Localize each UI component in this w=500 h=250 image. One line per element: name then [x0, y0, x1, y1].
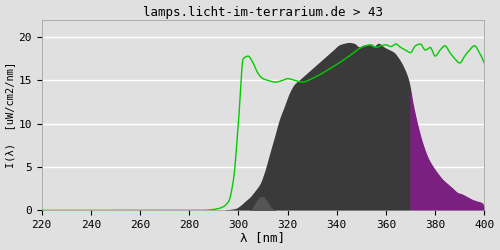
- Title: lamps.licht-im-terrarium.de > 43: lamps.licht-im-terrarium.de > 43: [143, 6, 383, 18]
- X-axis label: λ [nm]: λ [nm]: [240, 232, 286, 244]
- Y-axis label: I(λ)  [uW/cm2/nm]: I(λ) [uW/cm2/nm]: [6, 62, 16, 168]
